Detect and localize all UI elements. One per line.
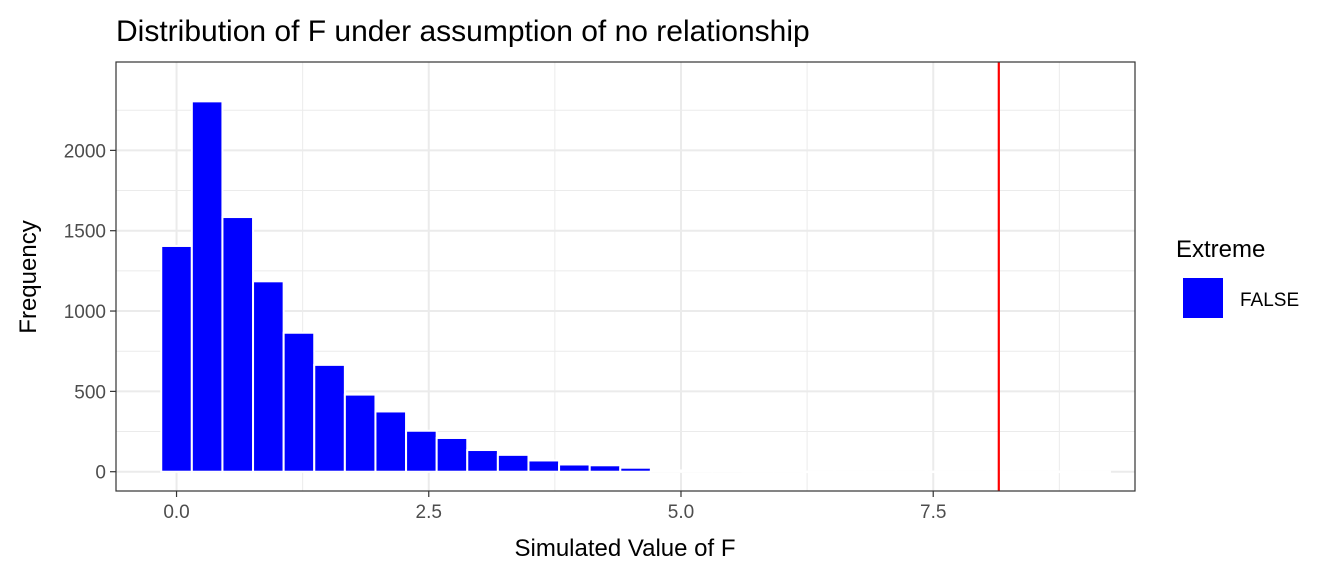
histogram-bar xyxy=(864,470,897,474)
histogram-bars xyxy=(160,100,1111,474)
histogram-bar xyxy=(160,244,193,473)
x-axis-title: Simulated Value of F xyxy=(514,535,735,562)
histogram-bar xyxy=(619,466,652,473)
y-axis-title: Frequency xyxy=(15,220,42,333)
histogram-bar xyxy=(894,470,928,474)
histogram-bar xyxy=(1017,470,1050,474)
histogram-bar xyxy=(252,280,285,473)
x-tick-label: 2.5 xyxy=(416,502,442,523)
histogram-bar xyxy=(680,470,714,473)
y-tick-label: 1500 xyxy=(64,222,106,243)
histogram-bar xyxy=(1047,470,1081,474)
y-tick-label: 0 xyxy=(95,463,106,484)
histogram-bar xyxy=(649,469,683,473)
x-tick-label: 0.0 xyxy=(163,502,189,523)
histogram-bar xyxy=(282,331,316,473)
histogram-bar xyxy=(558,463,591,473)
y-axis: 0 500 1000 1500 2000 xyxy=(64,141,116,484)
histogram-bar xyxy=(955,470,989,474)
histogram-bar xyxy=(986,470,1020,474)
histogram-bar xyxy=(833,470,867,474)
histogram-bar xyxy=(1078,470,1111,474)
histogram-bar xyxy=(221,216,255,473)
x-axis: 0.0 2.5 5.0 7.5 xyxy=(163,491,946,523)
histogram-bar xyxy=(190,100,224,473)
y-tick-label: 2000 xyxy=(64,141,106,162)
histogram-bar xyxy=(711,470,744,473)
histogram-bar xyxy=(772,470,805,473)
histogram-bar xyxy=(496,453,530,473)
histogram-bar xyxy=(527,459,561,473)
legend-key-false xyxy=(1183,278,1223,318)
histogram-bar xyxy=(313,363,346,473)
x-tick-label: 5.0 xyxy=(668,502,694,523)
histogram-bar xyxy=(374,410,408,473)
histogram-bar xyxy=(343,393,377,473)
y-tick-label: 1000 xyxy=(64,302,106,323)
x-tick-label: 7.5 xyxy=(920,502,946,523)
chart-title: Distribution of F under assumption of no… xyxy=(116,15,810,48)
y-tick-label: 500 xyxy=(74,382,106,403)
histogram-bar xyxy=(588,464,622,473)
histogram-bar xyxy=(925,470,958,474)
histogram-bar xyxy=(741,470,775,473)
histogram-bar xyxy=(466,449,499,473)
legend-label-false: FALSE xyxy=(1240,290,1299,311)
histogram-bar xyxy=(435,436,469,473)
histogram-bar xyxy=(802,470,836,474)
plot-border xyxy=(115,61,1136,492)
legend: Extreme FALSE xyxy=(1176,236,1299,318)
legend-title: Extreme xyxy=(1176,236,1265,263)
histogram-bar xyxy=(405,429,438,473)
minor-gridlines xyxy=(116,62,1135,491)
